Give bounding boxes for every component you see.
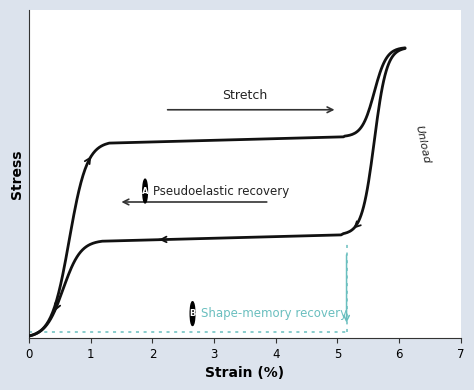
Circle shape — [190, 302, 195, 326]
X-axis label: Strain (%): Strain (%) — [205, 366, 284, 380]
Text: Unload: Unload — [413, 124, 431, 164]
Text: Stretch: Stretch — [222, 89, 267, 102]
Text: A: A — [142, 186, 148, 195]
Y-axis label: Stress: Stress — [10, 149, 24, 199]
Circle shape — [143, 179, 147, 203]
Text: Pseudoelastic recovery: Pseudoelastic recovery — [153, 184, 289, 198]
Text: Shape-memory recovery: Shape-memory recovery — [201, 307, 346, 320]
Text: B: B — [189, 309, 196, 318]
